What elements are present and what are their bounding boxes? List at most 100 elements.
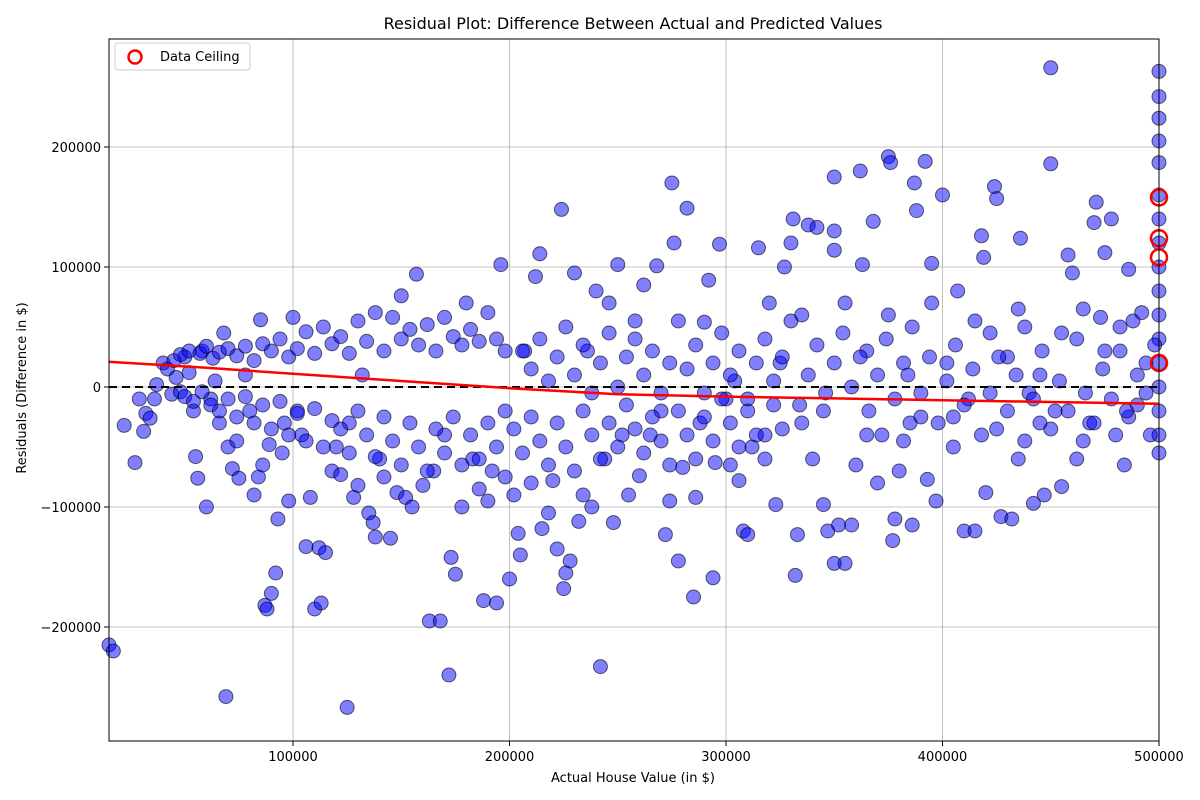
data-point	[584, 499, 600, 515]
data-point	[1069, 451, 1085, 467]
data-point	[298, 433, 314, 449]
data-point	[852, 349, 868, 365]
plot-frame	[108, 38, 1160, 742]
data-point	[1036, 487, 1052, 503]
data-point	[662, 355, 678, 371]
data-point	[149, 377, 165, 393]
legend: Data Ceiling	[114, 42, 251, 71]
data-point	[885, 533, 901, 549]
data-point	[644, 409, 660, 425]
data-point	[973, 228, 989, 244]
data-point	[497, 469, 513, 485]
data-point	[1121, 261, 1137, 277]
data-point	[740, 527, 756, 543]
data-point	[1004, 511, 1020, 527]
axes: 100000 200000 300000 400000 500000 −200000 −10…	[40, 38, 1184, 765]
data-point	[333, 421, 349, 437]
data-point	[402, 415, 418, 431]
data-point	[1047, 403, 1063, 419]
data-point	[649, 258, 665, 274]
data-point	[653, 433, 669, 449]
data-point	[1097, 343, 1113, 359]
y-tick-label: 200000	[51, 141, 101, 156]
data-point	[831, 517, 847, 533]
data-point	[298, 324, 314, 340]
data-point	[757, 451, 773, 467]
data-point	[566, 265, 582, 281]
legend-label-data-ceiling: Data Ceiling	[160, 50, 240, 65]
data-point	[675, 459, 691, 475]
data-point	[722, 415, 738, 431]
data-point	[904, 517, 920, 533]
data-point	[973, 427, 989, 443]
data-point	[411, 439, 427, 455]
data-point	[281, 493, 297, 509]
data-point	[566, 463, 582, 479]
data-point	[883, 155, 899, 171]
data-point	[664, 175, 680, 191]
data-point	[1103, 211, 1119, 227]
data-point	[527, 269, 543, 285]
data-point	[705, 355, 721, 371]
data-point	[1064, 265, 1080, 281]
data-point	[909, 203, 925, 219]
data-point	[315, 439, 331, 455]
data-point	[627, 313, 643, 329]
data-point	[333, 467, 349, 483]
data-point	[800, 367, 816, 383]
data-point	[437, 445, 453, 461]
data-point	[447, 566, 463, 582]
data-point	[393, 331, 409, 347]
data-point	[618, 349, 634, 365]
data-point	[454, 457, 470, 473]
data-point	[253, 312, 269, 328]
data-point	[999, 403, 1015, 419]
data-point	[1034, 343, 1050, 359]
data-point	[1112, 319, 1128, 335]
data-point	[1054, 325, 1070, 341]
data-point	[367, 529, 383, 545]
data-point	[852, 163, 868, 179]
data-point	[231, 470, 247, 486]
data-point	[705, 433, 721, 449]
data-point	[272, 331, 288, 347]
x-tick-label: 500000	[1134, 750, 1184, 765]
data-point	[1060, 247, 1076, 263]
data-point	[870, 475, 886, 491]
data-point	[523, 475, 539, 491]
data-point	[1054, 479, 1070, 495]
data-point	[571, 513, 587, 529]
data-point	[967, 313, 983, 329]
data-point	[540, 457, 556, 473]
data-point	[333, 329, 349, 345]
data-point	[1051, 373, 1067, 389]
data-point	[826, 355, 842, 371]
data-point	[207, 373, 223, 389]
data-point	[757, 331, 773, 347]
data-point	[367, 449, 383, 465]
data-point	[428, 343, 444, 359]
data-point	[878, 331, 894, 347]
data-point	[657, 527, 673, 543]
data-point	[443, 549, 459, 565]
data-point	[259, 601, 275, 617]
data-point	[880, 307, 896, 323]
data-point	[350, 403, 366, 419]
data-point	[315, 319, 331, 335]
data-point	[826, 223, 842, 239]
data-point	[636, 445, 652, 461]
data-point	[285, 309, 301, 325]
data-point	[748, 355, 764, 371]
data-point	[714, 391, 730, 407]
data-point	[601, 295, 617, 311]
data-point	[198, 338, 214, 354]
data-point	[350, 477, 366, 493]
data-point	[489, 595, 505, 611]
data-point	[419, 463, 435, 479]
data-point	[558, 319, 574, 335]
data-point	[575, 337, 591, 353]
legend-ceiling-marker	[127, 49, 143, 65]
data-point	[601, 325, 617, 341]
data-point	[454, 337, 470, 353]
data-point	[670, 313, 686, 329]
